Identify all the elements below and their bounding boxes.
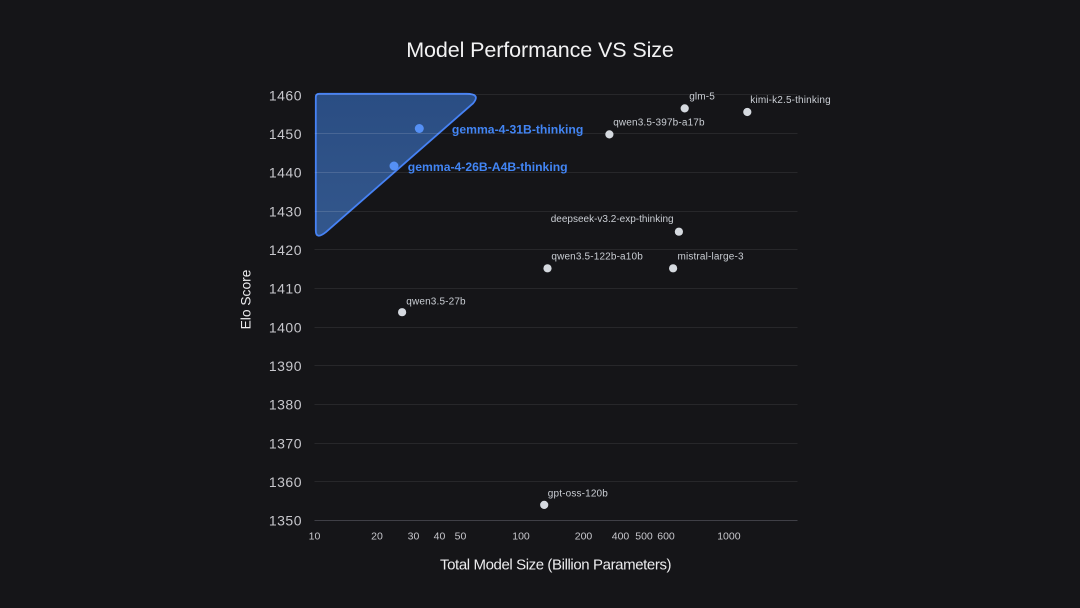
- svg-text:20: 20: [371, 531, 383, 543]
- svg-text:deepseek-v3.2-exp-thinking: deepseek-v3.2-exp-thinking: [551, 214, 674, 225]
- svg-text:1360: 1360: [269, 474, 302, 490]
- svg-text:glm-5: glm-5: [689, 92, 715, 103]
- svg-text:1450: 1450: [269, 126, 302, 142]
- svg-text:1350: 1350: [269, 513, 302, 529]
- svg-text:1440: 1440: [269, 165, 302, 181]
- svg-text:mistral-large-3: mistral-large-3: [678, 252, 744, 263]
- svg-text:1380: 1380: [269, 397, 302, 413]
- svg-text:1000: 1000: [717, 531, 741, 543]
- svg-text:500: 500: [635, 531, 653, 543]
- svg-text:gemma-4-31B-thinking: gemma-4-31B-thinking: [452, 122, 583, 136]
- svg-text:1400: 1400: [269, 319, 302, 335]
- svg-text:1390: 1390: [269, 358, 302, 374]
- svg-text:1420: 1420: [269, 242, 302, 258]
- svg-text:200: 200: [575, 531, 593, 543]
- svg-text:1410: 1410: [269, 281, 302, 297]
- svg-text:10: 10: [309, 531, 321, 543]
- svg-text:gemma-4-26B-A4B-thinking: gemma-4-26B-A4B-thinking: [408, 160, 568, 174]
- svg-text:600: 600: [657, 531, 675, 543]
- svg-text:50: 50: [455, 531, 467, 543]
- svg-text:Model Performance VS Size: Model Performance VS Size: [406, 38, 674, 62]
- svg-text:gpt-oss-120b: gpt-oss-120b: [548, 489, 608, 500]
- svg-text:1370: 1370: [269, 435, 302, 451]
- svg-text:qwen3.5-122b-a10b: qwen3.5-122b-a10b: [551, 252, 643, 263]
- svg-text:Elo Score: Elo Score: [239, 269, 254, 329]
- svg-text:qwen3.5-27b: qwen3.5-27b: [406, 296, 466, 307]
- svg-text:400: 400: [612, 531, 630, 543]
- svg-text:1430: 1430: [269, 203, 302, 219]
- svg-text:40: 40: [434, 531, 446, 543]
- svg-text:100: 100: [512, 531, 530, 543]
- svg-text:1460: 1460: [269, 87, 302, 103]
- svg-text:Total Model Size (Billion Para: Total Model Size (Billion Parameters): [440, 557, 672, 574]
- svg-text:30: 30: [408, 531, 420, 543]
- svg-text:kimi-k2.5-thinking: kimi-k2.5-thinking: [750, 95, 831, 106]
- svg-text:qwen3.5-397b-a17b: qwen3.5-397b-a17b: [613, 118, 705, 129]
